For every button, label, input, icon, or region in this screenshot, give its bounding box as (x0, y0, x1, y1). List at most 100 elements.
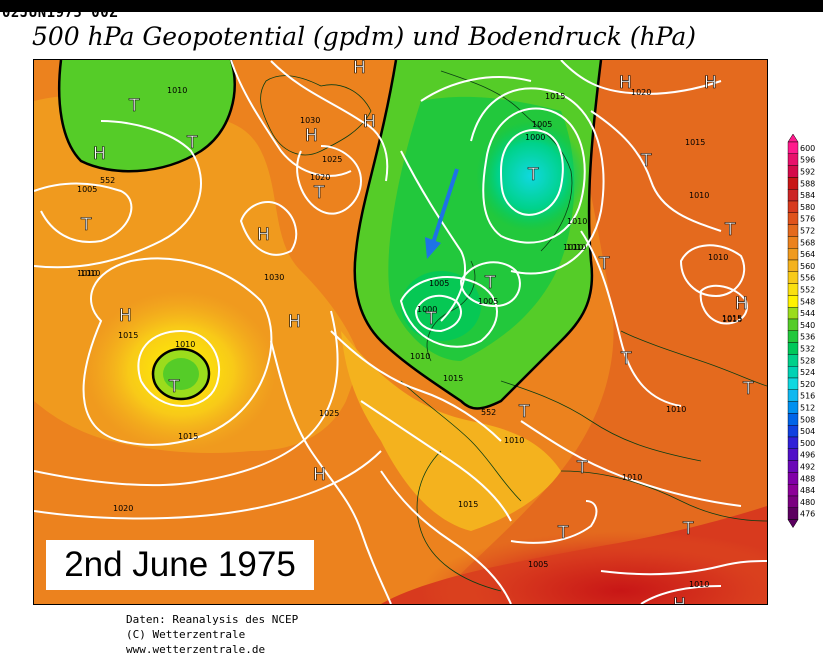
contour-label: 1015 (685, 138, 705, 147)
colorbar-tick-label: 484 (800, 486, 815, 495)
colorbar-tick-label: 556 (800, 274, 815, 283)
colorbar-swatch (787, 189, 799, 202)
colorbar-swatch (787, 436, 799, 450)
contour-label: 1010 (566, 243, 586, 252)
pressure-center: T (313, 183, 325, 203)
contour-label: 1005 (532, 120, 552, 129)
colorbar-tick-label: 552 (800, 286, 815, 295)
credit-line-copyright: (C) Wetterzentrale (126, 628, 246, 641)
colorbar-swatch (787, 259, 799, 273)
colorbar-tick-label: 532 (800, 345, 815, 354)
colorbar-tick-label: 516 (800, 392, 815, 401)
contour-label: 552 (481, 408, 496, 417)
colorbar-swatch (787, 377, 799, 391)
credit-line-url: www.wetterzentrale.de (126, 643, 266, 656)
contour-label: 1010 (77, 269, 97, 278)
colorbar-swatch (787, 342, 799, 355)
contour-label: 1030 (264, 273, 284, 282)
colorbar-tick-label: 536 (800, 333, 815, 342)
colorbar-tick-label: 480 (800, 498, 815, 507)
pressure-center: T (484, 273, 496, 293)
contour-label: 1020 (310, 173, 330, 182)
colorbar-swatch (787, 425, 799, 438)
field-yellow-ridge (341, 331, 561, 531)
colorbar-swatch (787, 448, 799, 461)
contour-label: 1015 (178, 432, 198, 441)
colorbar-swatch (787, 495, 799, 509)
pressure-center: H (305, 126, 318, 146)
colorbar-legend: 600 596 592 588 584 580 576 572 568 564 560 556 552 5… (786, 132, 823, 532)
contour-label: 1030 (300, 116, 320, 125)
isobars (34, 60, 767, 604)
colorbar-swatch (787, 236, 799, 249)
contour-label: 1020 (113, 504, 133, 513)
pressure-center: T (682, 519, 694, 539)
colorbar-tick-label: 520 (800, 380, 815, 389)
pressure-center: T (425, 309, 437, 329)
contour-label: 1005 (77, 185, 97, 194)
field-green-northwest (59, 60, 235, 172)
colorbar-tick-label: 548 (800, 297, 815, 306)
contour-label: 1005 (429, 279, 449, 288)
colorbar-tick-label: 508 (800, 415, 815, 424)
colorbar-bottom-tip (787, 519, 799, 529)
colorbar-swatch (787, 354, 799, 367)
weather-map: 1010 1010 1030 1025 1020 1005 1010 1015 … (33, 59, 768, 605)
colorbar-swatch (787, 472, 799, 485)
colorbar-swatch (787, 153, 799, 166)
colorbar-swatch (787, 484, 799, 497)
colorbar-tick-label: 476 (800, 510, 815, 519)
colorbar-tick-label: 592 (800, 168, 815, 177)
colorbar-tick-label: 512 (800, 404, 815, 413)
contour-label: 1010 (666, 405, 686, 414)
colorbar-tick-label: 496 (800, 451, 815, 460)
pressure-center: T (640, 151, 652, 171)
pressure-center: H (363, 112, 376, 132)
height-contours-552 (57, 60, 603, 410)
pressure-center: T (518, 402, 530, 422)
contour-label: 1010 (563, 243, 583, 252)
colorbar-tick-label: 544 (800, 309, 815, 318)
contour-label: 1015 (443, 374, 463, 383)
contour-label: 1015 (722, 315, 742, 324)
colorbar-tick-label: 572 (800, 227, 815, 236)
colorbar-tick-label: 540 (800, 321, 815, 330)
pressure-center: H (93, 144, 106, 164)
pressure-center: T (186, 133, 198, 153)
pressure-center: H (735, 294, 748, 314)
colorbar-swatch (787, 200, 799, 214)
colorbar-tick-label: 528 (800, 356, 815, 365)
colorbar-swatch (787, 212, 799, 225)
colorbar-tick-label: 564 (800, 250, 815, 259)
colorbar-swatch (787, 306, 799, 320)
field-red-south-core (421, 531, 767, 604)
colorbar-swatch (787, 141, 799, 155)
colorbar-tick-label: 576 (800, 215, 815, 224)
pressure-center: T (598, 254, 610, 274)
chart-title: 500 hPa Geopotential (gpdm) und Bodendru… (32, 22, 697, 51)
credit-line-data: Daten: Reanalysis des NCEP (126, 613, 299, 626)
pressure-center: T (620, 349, 632, 369)
contour-label: 1000 (417, 305, 437, 314)
datecode: 02JUN1975 00Z (2, 5, 119, 21)
colorbar-top-tip (787, 133, 799, 143)
colorbar-swatch (787, 330, 799, 343)
colorbar-swatch (787, 247, 799, 261)
pressure-center: H (257, 225, 270, 245)
contour-label: 1005 (528, 560, 548, 569)
colorbar-swatch (787, 295, 799, 308)
colorbar-tick-label: 584 (800, 191, 815, 200)
pressure-center: H (619, 73, 632, 93)
pressure-center: T (128, 96, 140, 116)
pressure-center: T (80, 215, 92, 235)
pressure-center: T (742, 379, 754, 399)
date-banner-text: 2nd June 1975 (64, 545, 296, 584)
pressure-center: T (557, 523, 569, 543)
top-black-bar (0, 0, 823, 12)
contour-label: 1020 (631, 88, 651, 97)
colorbar-swatch (787, 365, 799, 379)
colorbar-tick-label: 524 (800, 368, 815, 377)
pressure-center: T (724, 220, 736, 240)
colorbar-tick-label: 600 (800, 144, 815, 153)
colorbar-swatch (787, 460, 799, 473)
